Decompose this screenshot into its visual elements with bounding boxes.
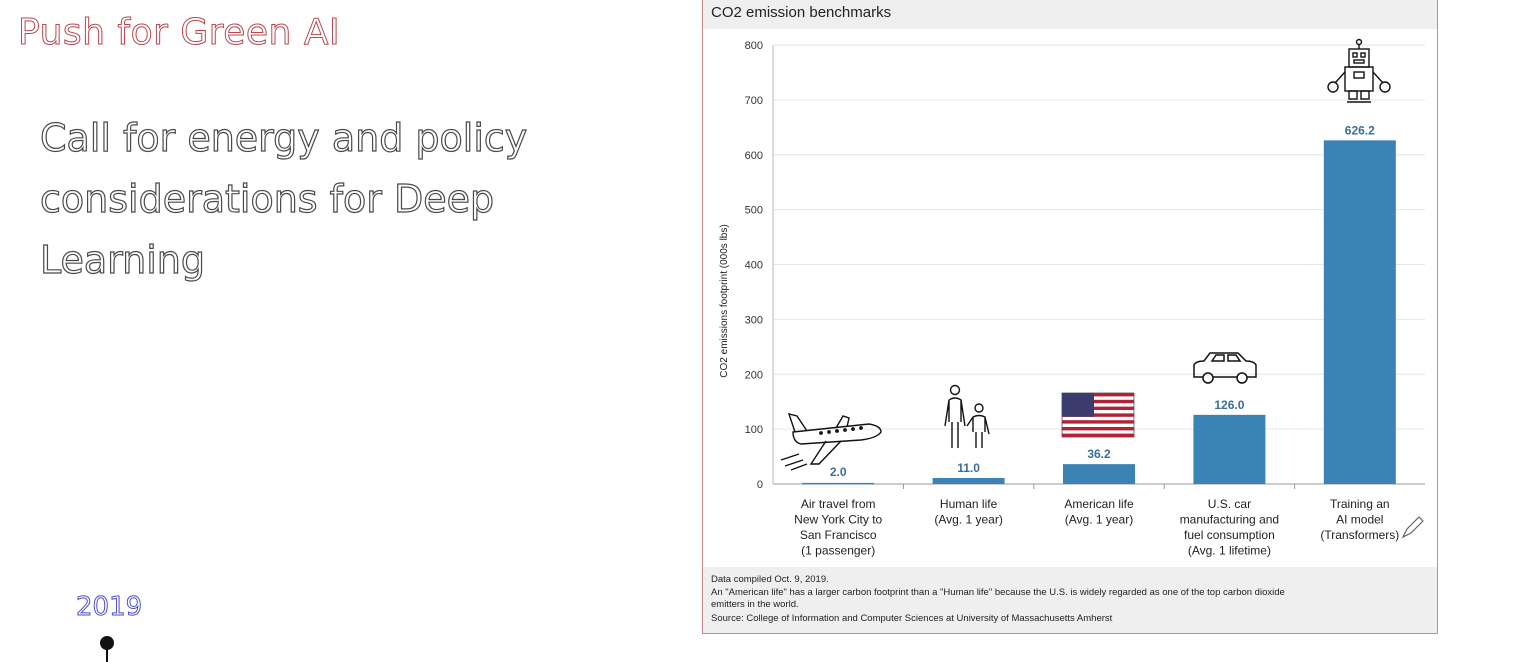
category-label: (Transformers) <box>1320 528 1399 542</box>
category-label: fuel consumption <box>1184 528 1275 542</box>
chart-title: CO2 emission benchmarks <box>711 4 892 21</box>
category-label: New York City to <box>794 513 882 527</box>
footer-source: Source: College of Information and Compu… <box>711 613 1113 624</box>
footer-note-continued: emitters in the world. <box>711 599 799 610</box>
bar <box>1063 464 1135 484</box>
timeline-year: 2019 <box>75 592 143 623</box>
robot-icon <box>1327 38 1391 103</box>
slide-body-line: Learning <box>39 237 205 282</box>
us-flag-icon <box>1061 392 1135 438</box>
category-label: U.S. car <box>1208 497 1251 511</box>
y-tick-label: 500 <box>745 205 763 217</box>
value-label: 11.0 <box>957 461 980 475</box>
bars <box>802 140 1396 485</box>
bar <box>1323 140 1396 484</box>
y-axis-label: CO2 emissions footprint (000s lbs) <box>719 224 730 377</box>
pencil-cursor-icon <box>1401 516 1424 539</box>
timeline-line <box>106 648 108 662</box>
y-tick-label: 200 <box>745 369 763 381</box>
chart-panel: CO2 emission benchmarks 2.0 11.0 36.2 126.0… <box>702 0 1438 634</box>
category-label: (1 passenger) <box>801 544 875 558</box>
value-label: 36.2 <box>1087 447 1111 461</box>
category-label: Training an <box>1330 497 1390 511</box>
value-labels: 2.0 11.0 36.2 126.0 626.2 <box>830 123 1375 479</box>
category-label: American life <box>1064 497 1134 511</box>
slide-body: Call for energy and policy consideration… <box>39 108 600 291</box>
bar <box>932 477 1005 484</box>
footer-date: Data compiled Oct. 9, 2019. <box>711 574 829 585</box>
value-label: 2.0 <box>830 465 847 479</box>
y-tick-label: 300 <box>745 314 763 326</box>
category-label: AI model <box>1336 513 1383 527</box>
slide-body-line: considerations for Deep <box>39 176 495 221</box>
y-tick-label: 700 <box>745 95 763 107</box>
y-tick-label: 800 <box>745 40 763 52</box>
bar <box>802 482 875 485</box>
slide-title: Push for Green AI <box>17 12 341 54</box>
value-label: 626.2 <box>1345 123 1375 137</box>
car-icon <box>1193 352 1257 384</box>
category-label: San Francisco <box>800 528 877 542</box>
airplane-icon <box>780 413 882 471</box>
people-icon <box>944 384 990 448</box>
category-label: Human life <box>940 497 998 511</box>
bar <box>1193 414 1266 484</box>
chart-header: CO2 emission benchmarks <box>703 0 1437 29</box>
y-ticks: 0 100 200 300 400 500 600 700 800 <box>745 40 763 491</box>
category-label: Air travel from <box>801 497 876 511</box>
timeline-dot <box>100 636 114 650</box>
bar-chart: 2.0 11.0 36.2 126.0 626.2 0 100 200 300 400 500 60… <box>719 38 1425 558</box>
y-tick-label: 100 <box>745 424 763 436</box>
category-label: manufacturing and <box>1180 513 1279 527</box>
category-label: (Avg. 1 lifetime) <box>1188 544 1271 558</box>
footer-note: An "American life" has a larger carbon f… <box>711 587 1285 598</box>
category-label: (Avg. 1 year) <box>1065 513 1133 527</box>
value-label: 126.0 <box>1214 398 1244 412</box>
chart-footer: Data compiled Oct. 9, 2019. An "American… <box>703 567 1437 633</box>
y-tick-label: 400 <box>745 260 763 272</box>
slide-body-line: Call for energy and policy <box>39 115 528 160</box>
y-tick-label: 600 <box>745 150 763 162</box>
category-label: (Avg. 1 year) <box>934 513 1002 527</box>
y-tick-label: 0 <box>757 479 763 491</box>
